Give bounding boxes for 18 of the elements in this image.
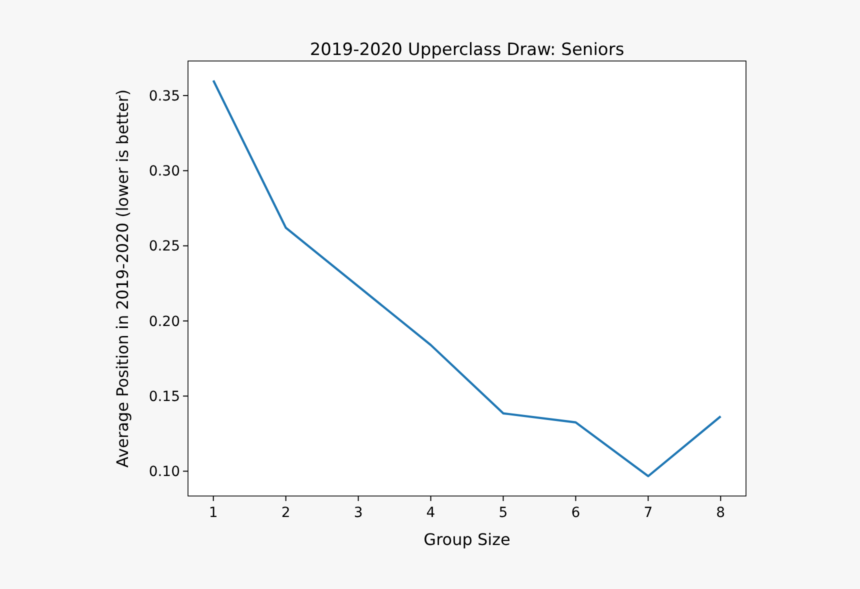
y-tick-label: 0.15 xyxy=(148,388,180,405)
x-tick-label: 1 xyxy=(208,505,218,521)
x-tick-label: 4 xyxy=(426,505,436,521)
x-tick-label: 3 xyxy=(354,505,363,521)
chart-title: 2019-2020 Upperclass Draw: Seniors xyxy=(310,40,624,60)
y-tick-label: 0.25 xyxy=(148,238,180,255)
x-tick-label: 7 xyxy=(644,505,653,521)
y-tick-label: 0.10 xyxy=(148,464,180,480)
y-tick-label: 0.30 xyxy=(148,164,180,180)
x-tick-label: 6 xyxy=(571,505,580,521)
x-tick-label: 2 xyxy=(281,505,290,521)
x-axis-title: Group Size xyxy=(424,530,510,549)
line-series xyxy=(212,79,722,478)
x-tick-label: 5 xyxy=(498,505,508,521)
x-tick-label: 8 xyxy=(716,505,726,521)
y-axis-title: Average Position in 2019-2020 (lower is better) xyxy=(113,89,132,468)
y-tick-label: 0.20 xyxy=(148,314,180,330)
y-tick-label: 0.35 xyxy=(148,88,180,104)
